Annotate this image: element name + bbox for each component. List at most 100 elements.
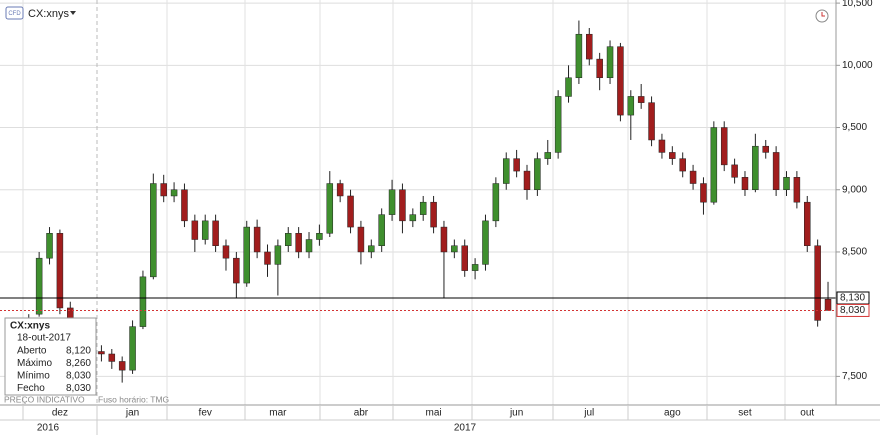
candle-body: [253, 226, 261, 253]
candle-body: [409, 214, 417, 222]
candle-body: [170, 189, 178, 197]
candle-body: [492, 183, 500, 222]
candle-body: [596, 58, 603, 79]
candle-body: [222, 245, 230, 259]
candle-body: [150, 183, 157, 278]
candle-body: [212, 220, 219, 246]
candle-body: [679, 158, 686, 172]
candle-body: [295, 233, 302, 253]
candle-body: [129, 326, 136, 371]
tooltip: [4, 317, 97, 396]
y-tick-label: 9,500: [842, 122, 867, 133]
candle-body: [451, 245, 458, 253]
candle-body: [160, 183, 167, 197]
candle-body: [772, 152, 780, 190]
y-tick-label: 7,500: [842, 371, 867, 382]
candle-body: [430, 201, 437, 228]
tooltip-label: Máximo: [17, 358, 52, 369]
candle-body: [316, 233, 323, 240]
timezone: Fuso horário: TMG: [98, 394, 169, 404]
x-tick-label: ago: [664, 408, 681, 419]
candle-body: [46, 233, 53, 259]
candle-body: [575, 33, 583, 79]
tooltip-date: 18-out-2017: [17, 333, 71, 344]
candle-body: [814, 245, 821, 321]
candle-body: [720, 127, 728, 166]
x-tick-label: mar: [269, 408, 287, 419]
candle-body: [762, 145, 769, 153]
candle-body: [461, 245, 468, 271]
x-tick-label: out: [800, 408, 814, 419]
x-tick-label: abr: [354, 408, 369, 419]
tooltip-label: Mínimo: [17, 371, 50, 382]
candle-body: [368, 245, 375, 253]
x-tick-label: jan: [125, 408, 139, 419]
candle-body: [637, 96, 645, 103]
candle-body: [502, 158, 510, 184]
tooltip-value: 8,030: [66, 383, 91, 394]
candle-body: [689, 170, 697, 184]
y-tick-label: 10,000: [842, 60, 873, 71]
year-label: 2017: [454, 423, 477, 434]
clock-hand: [821, 12, 825, 17]
candle-body: [669, 152, 676, 159]
tooltip-rows: Aberto 8,120 Máximo 8,260 Mínimo 8,030 Fecho 8,…: [17, 346, 91, 395]
candle-body: [710, 127, 718, 203]
price-tag: [836, 303, 870, 317]
candle-body: [378, 214, 385, 246]
tooltip-label: Fecho: [17, 383, 45, 394]
x-tick-label: dez: [52, 408, 68, 419]
candle-body: [181, 189, 188, 222]
candle-body: [731, 164, 738, 178]
y-tick-label: 10,500: [842, 0, 873, 9]
price-tag-label: 8,030: [840, 305, 865, 316]
candle-body: [554, 96, 562, 153]
candle-body: [305, 239, 313, 253]
candle-body: [399, 189, 406, 222]
candle-body: [191, 220, 199, 240]
candle-body: [565, 77, 572, 97]
x-tick-label: fev: [199, 408, 212, 419]
tooltip-title: CX:xnys: [10, 321, 50, 332]
candle-body: [326, 183, 334, 234]
badge: [5, 6, 24, 20]
candle-body: [804, 201, 811, 246]
candle-body: [471, 264, 479, 271]
candle-body: [700, 183, 707, 203]
candle-body: [586, 33, 593, 60]
candle-body: [118, 361, 126, 371]
footer-note: PREÇO INDICATIVO: [4, 394, 85, 404]
price-tag-label: 8,130: [840, 293, 865, 304]
candle-body: [388, 189, 396, 215]
badge-text: CFD: [8, 11, 21, 17]
candle-body: [336, 183, 344, 197]
candle-body: [419, 201, 427, 215]
y-tick-label: 9,000: [842, 184, 867, 195]
candle-body: [544, 152, 552, 159]
tooltip-value: 8,120: [66, 346, 91, 357]
candle-body: [513, 158, 520, 172]
candle-body: [35, 257, 43, 315]
year-label: 2016: [37, 423, 60, 434]
y-tick-label: 8,500: [842, 247, 867, 258]
tooltip-value: 8,030: [66, 371, 91, 382]
candle-body: [243, 226, 250, 284]
symbol[interactable]: CX:xnys: [28, 8, 69, 20]
candle-body: [56, 233, 64, 309]
tooltip-value: 8,260: [66, 358, 91, 369]
dropdown-arrow[interactable]: [70, 11, 76, 15]
candle-body: [108, 353, 116, 362]
candle-body: [534, 158, 541, 190]
candle-body: [617, 46, 624, 116]
candle-body: [285, 233, 292, 246]
candle-body: [482, 220, 489, 265]
candle-body: [523, 170, 531, 190]
tooltip-label: Aberto: [17, 346, 47, 357]
candle-body: [793, 177, 801, 203]
x-tick-label: mai: [426, 408, 442, 419]
grid: [0, 2, 836, 377]
candle-body: [233, 257, 240, 284]
